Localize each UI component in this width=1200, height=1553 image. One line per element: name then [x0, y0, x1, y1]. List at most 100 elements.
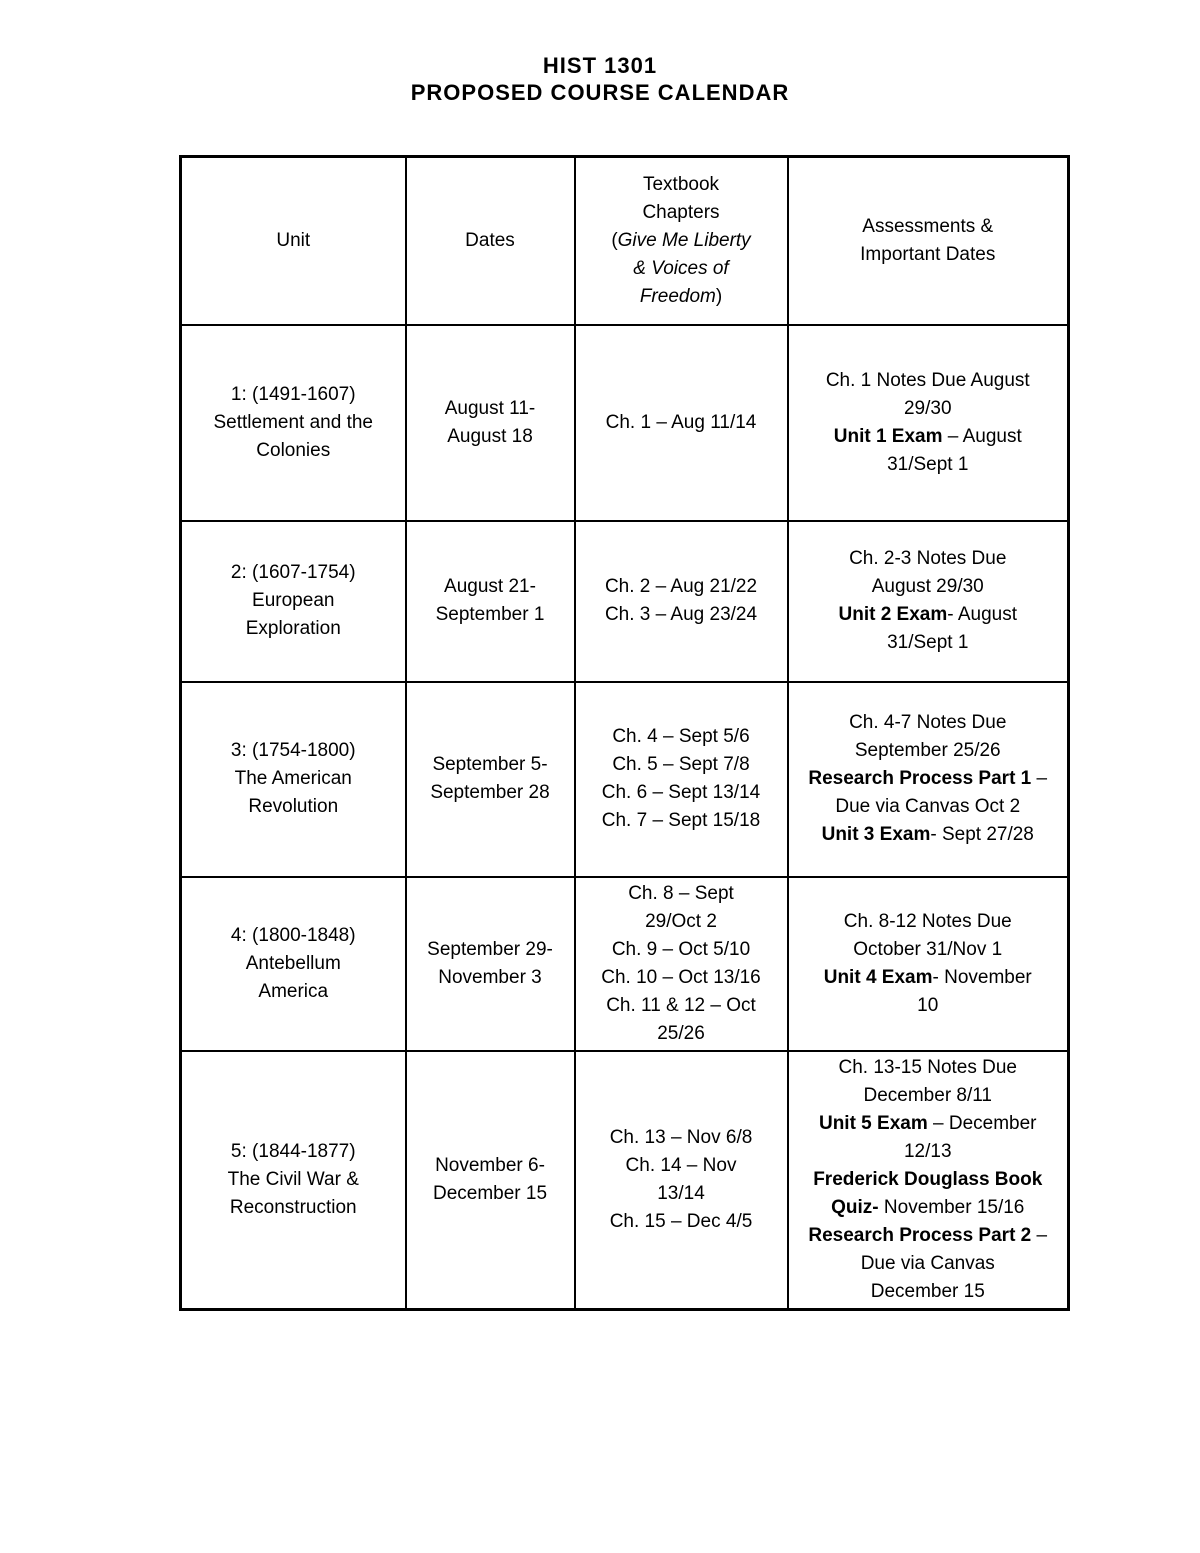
cell-chapters: Ch. 13 – Nov 6/8 Ch. 14 – Nov 13/14 Ch. 15 … [573, 1049, 789, 1310]
cell-line: Important Dates [795, 241, 1062, 269]
bold-text: Unit 4 Exam [823, 966, 933, 988]
cell-dates: September 29- November 3 [404, 875, 576, 1052]
cell-line: Ch. 4-7 Notes Due [795, 709, 1062, 737]
text: 25/26 [657, 1022, 705, 1044]
text: Ch. 10 – Oct 13/16 [601, 966, 761, 988]
text: December 15 [432, 1182, 548, 1204]
italic-text: Give Me Liberty [617, 229, 751, 251]
text: Antebellum [245, 952, 341, 974]
text: Ch. 3 – Aug 23/24 [604, 604, 758, 625]
cell-line: 1: (1491-1607) [188, 381, 399, 409]
cell-line: Colonies [188, 437, 399, 465]
cell-dates: September 5- September 28 [404, 680, 576, 878]
text: Due via Canvas [860, 1252, 995, 1274]
cell-line: September 1 [413, 601, 568, 629]
text: October 31/Nov 1 [853, 938, 1003, 960]
text: Dates [465, 229, 515, 251]
text: - Sept 27/28 [930, 824, 1034, 845]
text: Ch. 1 – Aug 11/14 [605, 411, 757, 433]
column-header-assessments: Assessments & Important Dates [786, 155, 1070, 326]
cell-line: Unit 1 Exam – August [795, 423, 1062, 451]
cell-unit: 5: (1844-1877) The Civil War & Reconstruct… [179, 1049, 407, 1310]
text: Due via Canvas Oct 2 [835, 796, 1021, 817]
column-header-dates: Dates [404, 155, 576, 326]
cell-line: November 6- [413, 1152, 568, 1180]
text: Ch. 8 – Sept [628, 882, 734, 904]
cell-line: August 11- [413, 395, 568, 423]
cell-line: Unit 5 Exam – December [795, 1110, 1062, 1138]
cell-line: 13/14 [582, 1180, 781, 1208]
cell-unit: 4: (1800-1848) Antebellum America [179, 875, 407, 1052]
text: The American [234, 768, 352, 789]
text: Ch. 13 – Nov 6/8 [609, 1126, 753, 1148]
cell-line: 2: (1607-1754) [188, 559, 399, 587]
cell-line: December 8/11 [795, 1082, 1062, 1110]
italic-text: Freedom [639, 285, 716, 307]
text: Reconstruction [229, 1196, 357, 1218]
text: Unit [276, 229, 311, 251]
cell-unit: 1: (1491-1607) Settlement and the Colonies [179, 323, 407, 522]
text: September 25/26 [854, 740, 1001, 761]
cell-line: The American [188, 765, 399, 793]
text: November 6- [435, 1154, 545, 1176]
text: ) [715, 285, 723, 307]
cell-line: 3: (1754-1800) [188, 737, 399, 765]
bold-text: Unit 5 Exam [818, 1112, 928, 1134]
cell-line: Antebellum [188, 950, 399, 978]
table-row: 3: (1754-1800) The American Revolution Sept… [179, 680, 1070, 878]
text: November 3 [438, 966, 542, 988]
bold-text: Research Process Part 1 [808, 768, 1032, 789]
cell-line: December 15 [413, 1180, 568, 1208]
cell-unit: 2: (1607-1754) European Exploration [179, 519, 407, 683]
column-header-unit: Unit [179, 155, 407, 326]
text: Ch. 11 & 12 – Oct [606, 994, 756, 1016]
cell-line: Research Process Part 1 – [795, 765, 1062, 793]
text: September 28 [430, 782, 550, 803]
text: 12/13 [903, 1140, 952, 1162]
cell-line: Ch. 2-3 Notes Due [795, 545, 1062, 573]
cell-assessments: Ch. 13-15 Notes Due December 8/11 Unit 5 E… [786, 1049, 1070, 1310]
text: 1: (1491-1607) [230, 383, 356, 405]
page-title: HIST 1301 PROPOSED COURSE CALENDAR [0, 52, 1200, 106]
cell-line: September 25/26 [795, 737, 1062, 765]
text: – [1031, 768, 1048, 789]
text: August 21- [444, 576, 536, 597]
text: Settlement and the [213, 411, 374, 433]
cell-line: 12/13 [795, 1138, 1062, 1166]
cell-line: September 5- [413, 751, 568, 779]
text: ( [611, 229, 618, 251]
cell-line: Unit 3 Exam- Sept 27/28 [795, 821, 1062, 849]
cell-line: August 18 [413, 423, 568, 451]
table-row: 2: (1607-1754) European Exploration August … [179, 519, 1070, 683]
text: December 8/11 [863, 1084, 993, 1106]
cell-line: Due via Canvas [795, 1250, 1062, 1278]
cell-line: Exploration [188, 615, 399, 643]
text: Ch. 5 – Sept 7/8 [612, 754, 750, 775]
course-calendar-table: Unit Dates Textbook Chapters (Give Me Libert… [179, 155, 1070, 1311]
text: Ch. 1 Notes Due August [825, 369, 1030, 391]
text: Ch. 13-15 Notes Due [838, 1056, 1018, 1078]
text: August 18 [447, 425, 533, 447]
table-body: 1: (1491-1607) Settlement and the Colonies… [179, 323, 1070, 1310]
cell-line: 31/Sept 1 [795, 629, 1062, 657]
table-row: 1: (1491-1607) Settlement and the Colonies… [179, 323, 1070, 522]
bold-text: Quiz- [831, 1196, 879, 1218]
text: December 15 [870, 1280, 985, 1302]
cell-line: Ch. 9 – Oct 5/10 [582, 936, 781, 964]
text: August 29/30 [871, 576, 984, 597]
text: November 15/16 [878, 1196, 1025, 1218]
cell-line: Ch. 1 – Aug 11/14 [582, 409, 781, 437]
cell-dates: August 21- September 1 [404, 519, 576, 683]
cell-line: Assessments & [795, 213, 1062, 241]
text: Ch. 14 – Nov [625, 1154, 737, 1176]
page-title-line1: HIST 1301 [542, 53, 658, 78]
cell-line: November 3 [413, 964, 568, 992]
cell-line: European [188, 587, 399, 615]
italic-text: & Voices of [633, 257, 729, 279]
text: Assessments & [862, 215, 994, 237]
cell-line: Ch. 3 – Aug 23/24 [582, 601, 781, 629]
table-row: 4: (1800-1848) Antebellum America September… [179, 875, 1070, 1052]
text: 31/Sept 1 [887, 632, 969, 653]
cell-line: Due via Canvas Oct 2 [795, 793, 1062, 821]
text: Textbook [642, 173, 720, 195]
